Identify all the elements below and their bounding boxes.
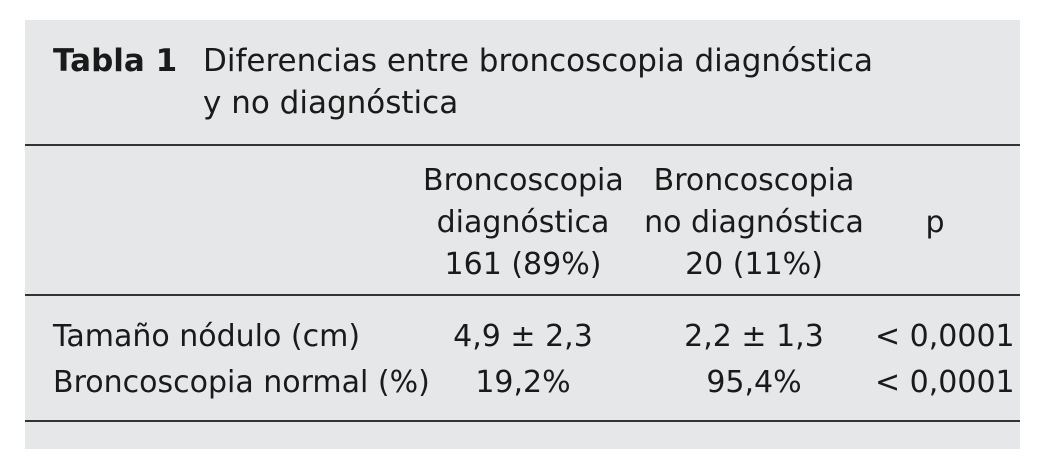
table-panel: Tabla 1 Diferencias entre broncoscopia d… (25, 20, 1020, 449)
header-nondiagnostic-line-2: no diagnóstica (644, 205, 864, 240)
row-label: Tamaño nódulo (cm) (53, 319, 361, 354)
header-diagnostic: Broncoscopia diagnóstica 161 (89%) (423, 160, 624, 286)
header-bottom-rule (25, 294, 1020, 296)
row-p-value: < 0,0001 (875, 319, 1015, 354)
table-bottom-rule (25, 420, 1020, 422)
row-nodiag-value: 2,2 ± 1,3 (684, 319, 824, 354)
header-diagnostic-line-3: 161 (89%) (444, 247, 602, 282)
header-nondiagnostic: Broncoscopia no diagnóstica 20 (11%) (639, 160, 869, 286)
row-diag-value: 19,2% (475, 365, 571, 400)
header-nondiagnostic-line-1: Broncoscopia (653, 163, 855, 198)
row-label: Broncoscopia normal (%) (53, 365, 430, 400)
table-caption: Diferencias entre broncoscopia diagnósti… (203, 40, 943, 124)
header-diagnostic-line-2: diagnóstica (436, 205, 610, 240)
caption-line-1: Diferencias entre broncoscopia diagnósti… (203, 43, 873, 79)
row-p-value: < 0,0001 (875, 365, 1015, 400)
header-top-rule (25, 144, 1020, 146)
table-number: Tabla 1 (53, 43, 178, 79)
header-p: p (905, 202, 965, 244)
header-diagnostic-line-1: Broncoscopia (423, 163, 624, 198)
caption-line-2: y no diagnóstica (203, 85, 459, 121)
row-diag-value: 4,9 ± 2,3 (453, 319, 593, 354)
row-nodiag-value: 95,4% (706, 365, 802, 400)
header-p-label: p (925, 205, 945, 240)
header-nondiagnostic-line-3: 20 (11%) (685, 247, 823, 282)
